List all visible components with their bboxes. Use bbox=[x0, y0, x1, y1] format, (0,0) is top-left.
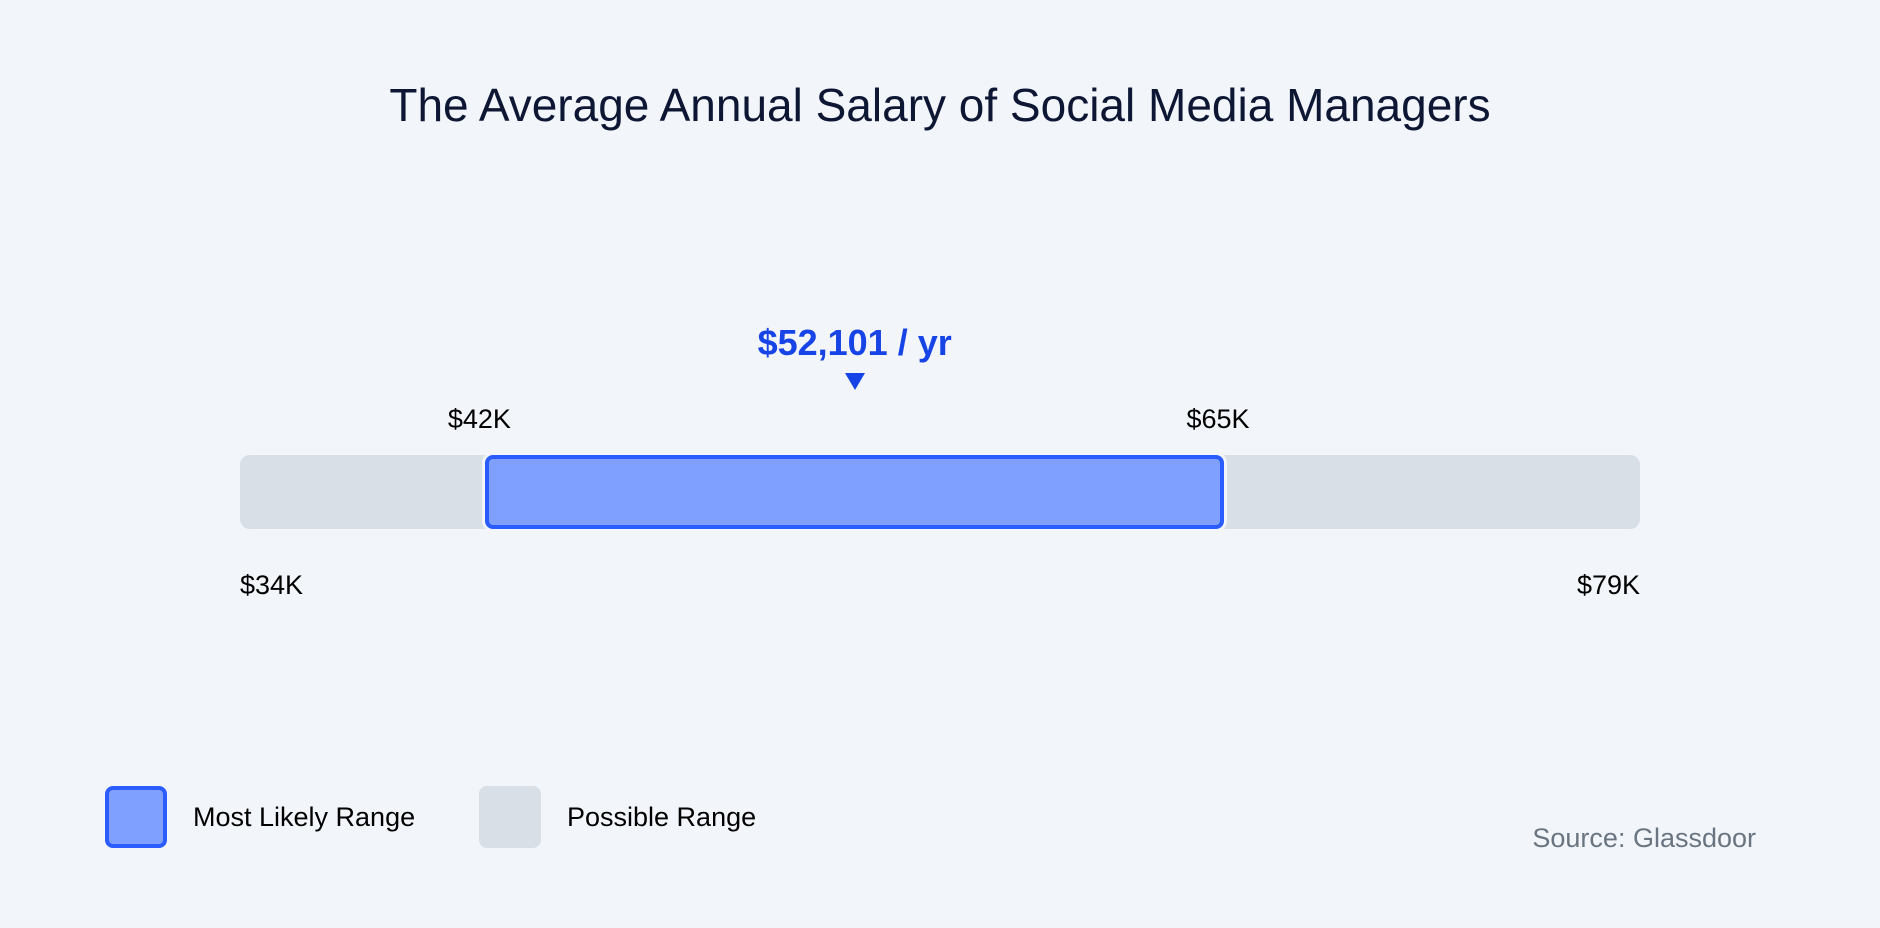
legend-possible-label: Possible Range bbox=[567, 802, 757, 832]
possible-max-label: $79K bbox=[1576, 570, 1640, 600]
average-marker-icon bbox=[844, 373, 865, 390]
most-likely-range-bar bbox=[484, 455, 1225, 529]
likely-max-label: $65K bbox=[1186, 404, 1250, 434]
legend-most-likely-label: Most Likely Range bbox=[193, 802, 416, 832]
likely-min-label: $42K bbox=[447, 404, 511, 434]
source-note: Source: Glassdoor bbox=[1532, 823, 1756, 853]
average-salary-label: $52,101 / yr bbox=[757, 322, 952, 363]
legend-most-likely-swatch bbox=[105, 786, 167, 848]
chart-title: The Average Annual Salary of Social Medi… bbox=[389, 79, 1491, 131]
legend-possible-swatch bbox=[479, 786, 541, 848]
possible-min-label: $34K bbox=[240, 570, 304, 600]
